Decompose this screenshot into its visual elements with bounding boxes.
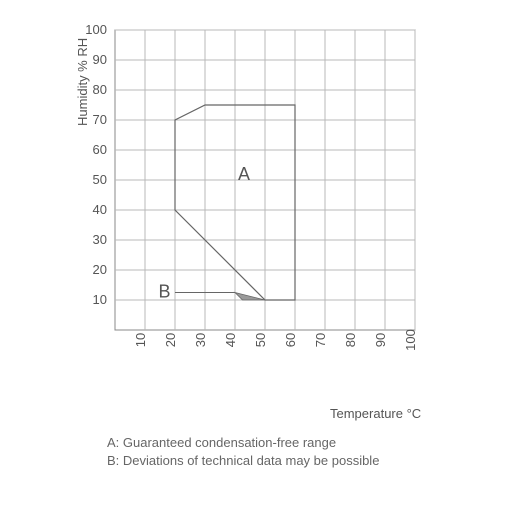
svg-text:30: 30 (93, 232, 107, 247)
x-axis-label: Temperature °C (330, 406, 421, 421)
y-axis-label: Humidity % RH (75, 38, 90, 126)
svg-text:90: 90 (373, 333, 388, 347)
svg-text:20: 20 (163, 333, 178, 347)
svg-text:40: 40 (93, 202, 107, 217)
svg-text:60: 60 (283, 333, 298, 347)
humidity-temperature-chart: 10 20 30 40 50 60 70 80 90 100 10 20 30 40 50 60 70 80 90 1… (0, 0, 515, 515)
svg-text:80: 80 (93, 82, 107, 97)
svg-text:50: 50 (93, 172, 107, 187)
svg-text:90: 90 (93, 52, 107, 67)
svg-text:100: 100 (403, 329, 418, 351)
svg-text:70: 70 (93, 112, 107, 127)
svg-text:70: 70 (313, 333, 328, 347)
chart-legend: A: Guaranteed condensation-free range B:… (107, 434, 379, 469)
svg-text:80: 80 (343, 333, 358, 347)
svg-text:10: 10 (133, 333, 148, 347)
svg-text:20: 20 (93, 262, 107, 277)
svg-text:30: 30 (193, 333, 208, 347)
svg-text:10: 10 (93, 292, 107, 307)
legend-line-b: B: Deviations of technical data may be p… (107, 452, 379, 470)
svg-text:50: 50 (253, 333, 268, 347)
legend-line-a: A: Guaranteed condensation-free range (107, 434, 379, 452)
svg-text:B: B (158, 282, 170, 302)
svg-text:100: 100 (85, 22, 107, 37)
svg-text:A: A (238, 164, 250, 184)
svg-text:40: 40 (223, 333, 238, 347)
svg-text:60: 60 (93, 142, 107, 157)
